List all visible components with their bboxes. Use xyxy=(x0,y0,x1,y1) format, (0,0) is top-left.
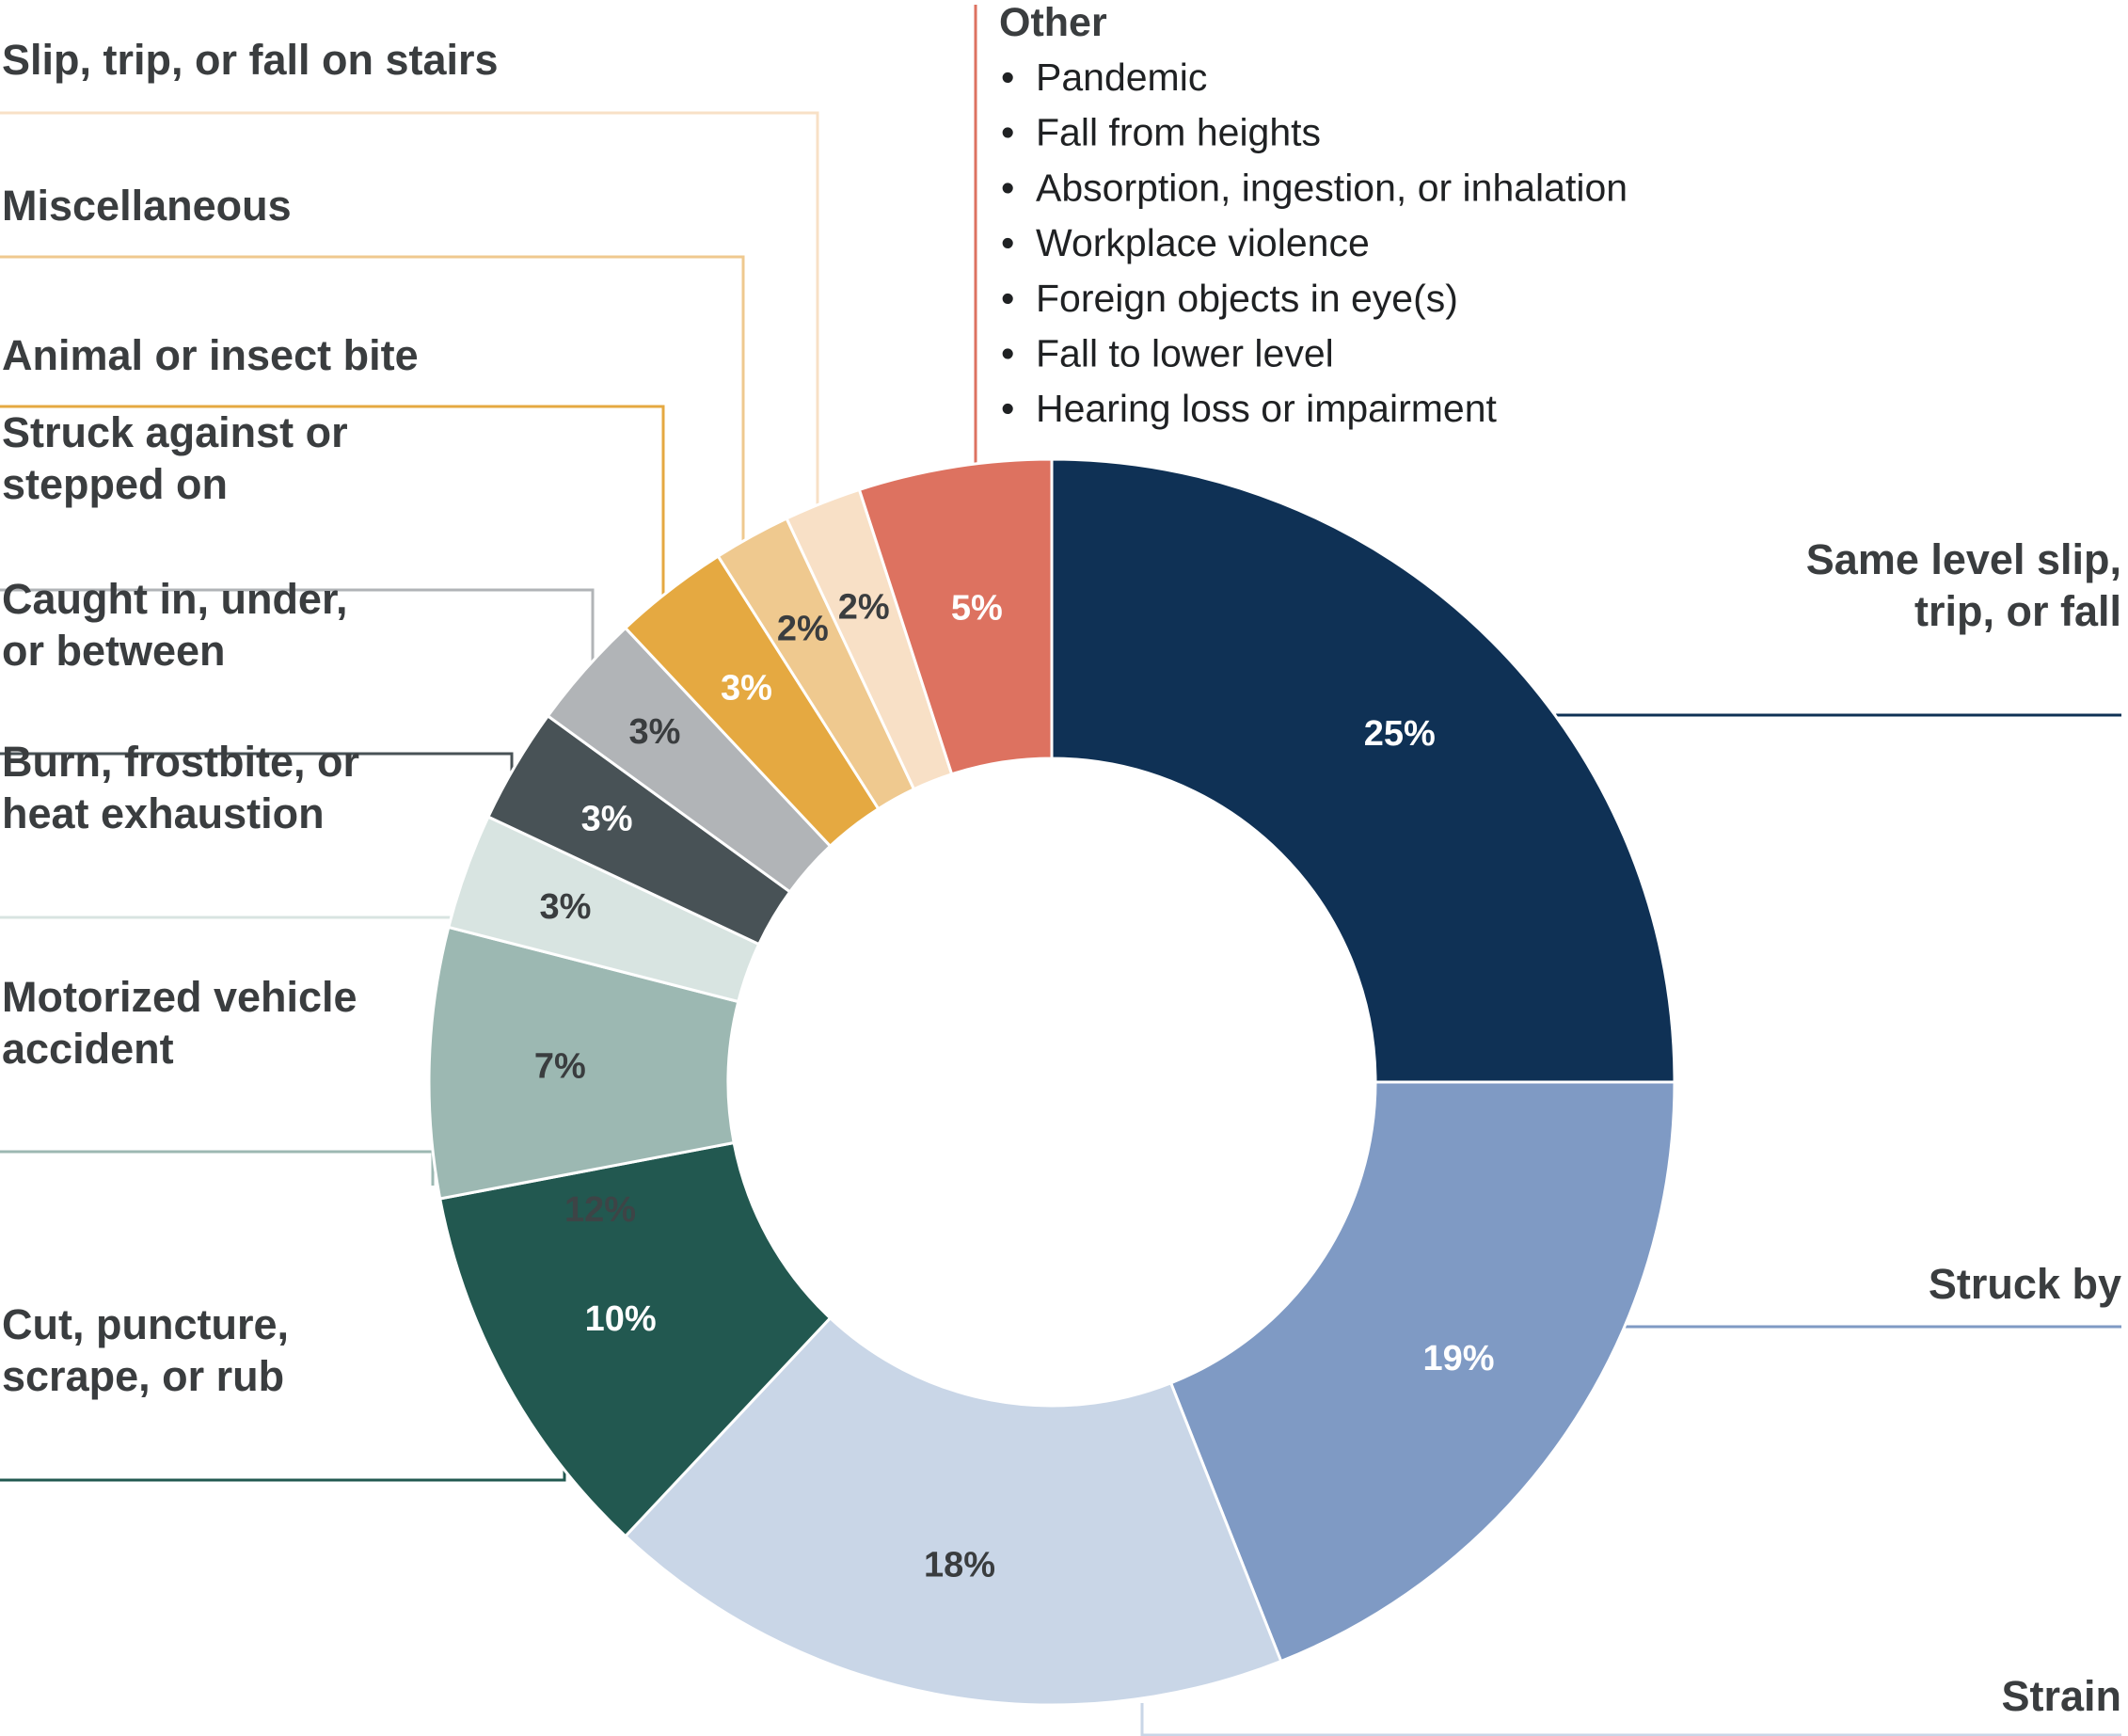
pct-label-burn-frostbite-or-heat-exhaustion: 3% xyxy=(540,887,592,927)
other-item-workplace-violence: Workplace violence xyxy=(1036,221,1370,264)
pct-label-same-level-slip-trip-or-fall: 25% xyxy=(1364,714,1436,754)
pct-label-strain: 18% xyxy=(924,1546,995,1585)
leader-line-strain xyxy=(1140,1703,2121,1736)
other-bullet: • xyxy=(1001,111,1014,154)
other-bullet: • xyxy=(1001,221,1014,264)
other-bullet: • xyxy=(1001,277,1014,320)
category-label-miscellaneous: Miscellaneous xyxy=(2,182,292,230)
pct-label-struck-by: 19% xyxy=(1422,1339,1494,1378)
category-label-caught-in-under-or-between: Caught in, under, or between xyxy=(2,575,348,675)
other-item-fall-from-heights: Fall from heights xyxy=(1036,111,1321,154)
slice-same-level-slip-trip-or-fall xyxy=(1050,457,1676,1084)
leader-line-miscellaneous xyxy=(0,255,745,557)
pct-label-struck-against-or-stepped-on: 3% xyxy=(628,712,680,752)
other-bullet: • xyxy=(1001,332,1014,375)
leader-line-burn-frostbite-or-heat-exhaustion xyxy=(0,916,453,929)
other-breakdown-title: Other xyxy=(999,0,1107,45)
other-bullet: • xyxy=(1001,56,1014,99)
other-item-pandemic: Pandemic xyxy=(1036,56,1207,99)
pct-label-cut-puncture-scrape-or-rub: 10% xyxy=(585,1299,657,1339)
other-breakdown: Other • Pandemic • Fall from heights • Absorpt… xyxy=(999,0,1628,430)
pct-label-caught-in-under-or-between: 3% xyxy=(581,799,633,838)
pct-label-other: 5% xyxy=(951,589,1003,629)
leader-line-cut-puncture-scrape-or-rub xyxy=(0,1464,566,1482)
category-label-struck-against-or-stepped-on: Struck against or stepped on xyxy=(2,408,348,508)
slice-cut-puncture-scrape-or-rub xyxy=(437,1140,833,1538)
category-label-slip-trip-or-fall-on-stairs: Slip, trip, or fall on stairs xyxy=(2,36,499,84)
leader-line-struck-against-or-stepped-on xyxy=(0,588,595,677)
slice-strain xyxy=(623,1315,1283,1707)
leader-line-motorized-vehicle-accident xyxy=(0,1150,435,1186)
category-label-strain: Strain xyxy=(2001,1672,2121,1720)
other-bullet: • xyxy=(1001,387,1014,430)
category-labels: Same level slip, trip, or fall Struck by St… xyxy=(2,36,2121,1720)
pct-label-animal-or-insect-bite: 3% xyxy=(721,669,772,709)
other-bullet: • xyxy=(1001,166,1014,209)
category-label-same-level-slip-trip-or-fall: Same level slip, trip, or fall xyxy=(1806,535,2121,635)
category-label-cut-puncture-scrape-or-rub: Cut, puncture, scrape, or rub xyxy=(2,1300,289,1400)
pct-label-slip-trip-or-fall-on-stairs: 2% xyxy=(838,587,890,627)
other-item-fall-to-lower-level: Fall to lower level xyxy=(1036,332,1334,375)
donut-slices xyxy=(427,457,1676,1707)
other-item-foreign-objects-in-eye-s: Foreign objects in eye(s) xyxy=(1036,277,1458,320)
pct-label-miscellaneous: 2% xyxy=(777,610,829,649)
category-label-struck-by: Struck by xyxy=(1929,1260,2121,1308)
leader-line-animal-or-insect-bite xyxy=(0,405,665,602)
other-item-absorption-ingestion-or-inhalation: Absorption, ingestion, or inhalation xyxy=(1036,166,1628,209)
category-label-animal-or-insect-bite: Animal or insect bite xyxy=(2,331,419,379)
leader-line-slip-trip-or-fall-on-stairs xyxy=(0,111,819,527)
category-label-burn-frostbite-or-heat-exhaustion: Burn, frostbite, or heat exhaustion xyxy=(2,738,359,837)
stray-percent-label: 12% xyxy=(564,1190,636,1230)
slice-struck-by xyxy=(1168,1080,1676,1664)
other-item-hearing-loss-or-impairment: Hearing loss or impairment xyxy=(1036,387,1498,430)
category-label-motorized-vehicle-accident: Motorized vehicle accident xyxy=(2,973,357,1073)
pct-label-motorized-vehicle-accident: 7% xyxy=(534,1047,586,1087)
slice-other xyxy=(857,457,1054,776)
percent-labels: 25%19%18%10%7%3%3%3%3%2%2% 5%12% xyxy=(534,587,1495,1585)
